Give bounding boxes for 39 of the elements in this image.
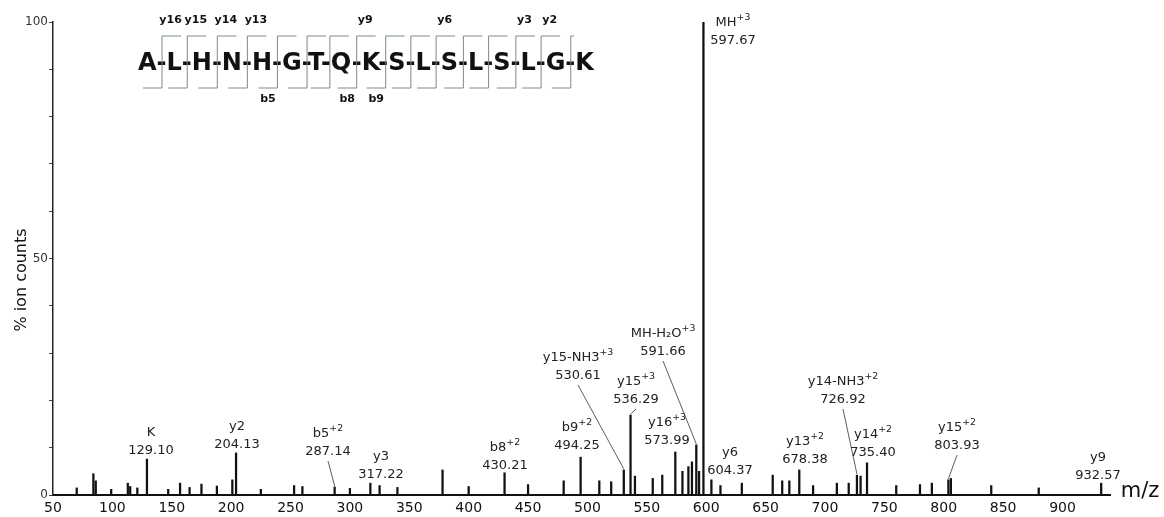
x-tick-label: 250 — [277, 499, 304, 516]
annotation: b9 — [368, 92, 385, 105]
annotation: K 129.10 — [128, 424, 174, 458]
y-axis-title: % ion counts — [11, 228, 31, 332]
x-tick-label: 700 — [811, 499, 839, 516]
annotation: y2 — [542, 13, 558, 26]
annotation: b5 — [260, 92, 276, 105]
x-tick-label: 150 — [158, 499, 186, 516]
x-tick-label: 600 — [692, 499, 720, 516]
y-tick-label: 100 — [25, 14, 48, 29]
x-tick-label: 450 — [514, 499, 542, 516]
annotation: y6 604.37 — [707, 444, 753, 478]
annotation: y9 932.57 — [1075, 449, 1121, 483]
x-tick-label: 900 — [1049, 499, 1076, 516]
x-tick-label: 200 — [217, 499, 245, 516]
annotation: y2 204.13 — [214, 418, 260, 452]
x-tick-label: 800 — [930, 499, 958, 516]
x-tick-label: 50 — [44, 499, 62, 516]
y-tick-label: 50 — [32, 250, 48, 265]
y-tick-label: 0 — [40, 487, 48, 502]
x-tick-label: 100 — [99, 499, 126, 516]
x-tick-label: 400 — [455, 499, 483, 516]
annotation: y13 — [244, 13, 268, 26]
x-axis-title: m/z — [1120, 478, 1160, 503]
x-tick-label: 750 — [870, 499, 898, 516]
x-tick-label: 650 — [752, 499, 779, 516]
annotation: b8 — [339, 92, 356, 105]
x-tick-label: 550 — [633, 499, 661, 516]
x-tick-label: 300 — [336, 499, 364, 516]
annotation: y3 — [516, 13, 532, 26]
x-tick-label: 350 — [395, 499, 423, 516]
annotation: y14 — [214, 13, 238, 26]
annotation: y3 317.22 — [358, 448, 404, 482]
x-tick-label: 500 — [574, 499, 601, 516]
annotation: y6 — [437, 13, 453, 26]
annotation: y15 — [184, 13, 208, 26]
annotation: y16 — [159, 13, 182, 26]
annotation: y9 — [357, 13, 373, 26]
x-tick-label: 850 — [989, 499, 1017, 516]
